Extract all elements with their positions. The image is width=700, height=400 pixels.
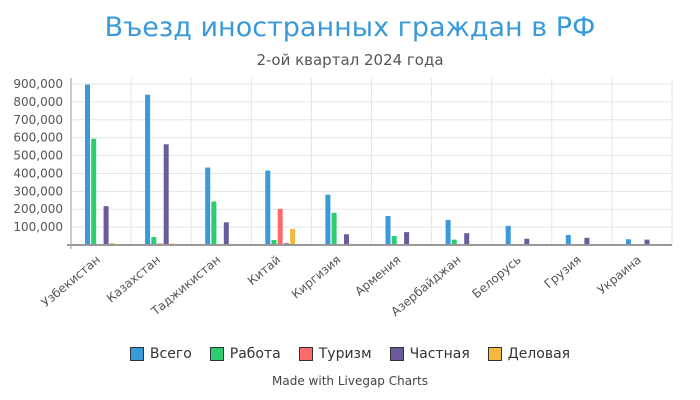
chart-subtitle: 2-ой квартал 2024 года (256, 51, 444, 69)
x-tick-label: Казахстан (104, 253, 163, 306)
chart-title: Въезд иностранных граждан в РФ (104, 12, 596, 43)
bar-Всего (505, 225, 511, 245)
bar-Всего (445, 219, 451, 245)
legend-label: Деловая (507, 346, 571, 362)
y-tick-label: 400,000 (13, 166, 63, 180)
bar-Работа (151, 236, 157, 245)
bar-Частная (163, 144, 169, 245)
legend: Всего Работа Туризм Частная Деловая (0, 346, 700, 362)
y-tick-label: 300,000 (13, 184, 63, 198)
bar-Деловая (290, 228, 296, 245)
legend-label: Работа (229, 346, 281, 362)
y-tick-label: 900,000 (13, 77, 63, 91)
x-tick-label: Грузия (542, 253, 584, 292)
x-tick-label: Киргизия (289, 253, 344, 302)
legend-swatch (389, 347, 404, 361)
bar-Частная (223, 222, 229, 245)
legend-item[interactable]: Деловая (487, 346, 571, 362)
bar-Работа (271, 239, 277, 245)
bar-Работа (91, 138, 97, 245)
bar-Всего (565, 234, 571, 245)
x-tick-label: Белорусь (469, 253, 523, 302)
y-tick-label: 600,000 (13, 131, 63, 145)
bar-Работа (331, 212, 337, 245)
bar-Всего (145, 94, 151, 245)
legend-label: Частная (409, 346, 470, 362)
bar-Частная (103, 206, 109, 245)
bar-Работа (451, 239, 457, 245)
bar-Частная (524, 238, 530, 245)
bar-Частная (344, 234, 349, 245)
x-tick-label: Китай (245, 253, 283, 288)
x-tick-label: Армения (352, 253, 403, 299)
legend-item[interactable]: Всего (129, 346, 192, 362)
legend-item[interactable]: Частная (389, 346, 470, 362)
legend-swatch (487, 347, 502, 361)
credit: Made with Livegap Charts (272, 374, 428, 388)
y-tick-label: 500,000 (13, 149, 63, 163)
legend-swatch (209, 347, 224, 361)
bar-chart: 100,000 200,000 300,000 400,000 500,000 600,0… (13, 77, 673, 319)
bar-Работа (211, 201, 217, 245)
legend-swatch (129, 347, 144, 361)
legend-label: Туризм (318, 346, 372, 362)
bar-Частная (464, 233, 470, 245)
x-tick-label: Узбекистан (39, 253, 103, 310)
legend-item[interactable]: Туризм (298, 346, 372, 362)
y-tick-label: 700,000 (13, 113, 63, 127)
bar-Всего (625, 239, 631, 245)
bar-Частная (404, 232, 410, 245)
legend-label: Всего (149, 346, 192, 362)
legend-item[interactable]: Работа (209, 346, 281, 362)
bar-Частная (584, 237, 590, 245)
bar-Всего (265, 170, 271, 245)
bar-Всего (85, 84, 90, 245)
y-tick-label: 200,000 (13, 202, 63, 216)
bar-Всего (205, 167, 211, 245)
bar-Работа (391, 236, 397, 245)
bar-Всего (325, 194, 331, 245)
bar-Туризм (277, 208, 283, 245)
bar-Всего (385, 216, 391, 245)
x-tick-label: Украина (595, 253, 644, 297)
legend-swatch (298, 347, 313, 361)
y-tick-label: 100,000 (13, 220, 63, 234)
y-tick-label: 800,000 (13, 95, 63, 109)
bar-Частная (644, 239, 650, 245)
